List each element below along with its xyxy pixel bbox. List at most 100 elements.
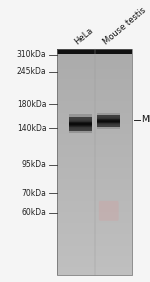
Bar [57, 144, 132, 146]
Bar [57, 164, 132, 166]
Bar [57, 211, 132, 212]
Bar [57, 188, 132, 190]
Bar [57, 207, 132, 209]
Bar [69, 118, 92, 119]
Bar [57, 202, 132, 203]
Bar [57, 263, 132, 264]
Bar [57, 203, 132, 204]
Bar [97, 117, 120, 118]
Bar [57, 256, 132, 257]
Bar [57, 234, 132, 236]
Bar [57, 204, 132, 205]
Bar [57, 105, 132, 106]
Bar [57, 134, 132, 135]
Bar [57, 61, 132, 62]
Bar [69, 125, 92, 126]
Bar [57, 166, 132, 167]
Bar [57, 147, 132, 149]
Bar [57, 251, 132, 253]
Bar [57, 81, 132, 82]
Bar [97, 113, 120, 129]
Bar [57, 113, 132, 114]
Bar [57, 90, 132, 91]
Bar [57, 76, 132, 78]
Bar [57, 123, 132, 124]
Bar [57, 199, 132, 201]
Bar [57, 231, 132, 232]
Bar [57, 171, 132, 173]
Bar [57, 190, 132, 192]
Bar [57, 124, 132, 125]
Bar [57, 258, 132, 259]
Bar [57, 119, 132, 121]
Text: HeLa: HeLa [73, 26, 95, 47]
Bar [57, 53, 132, 54]
Bar [69, 119, 92, 120]
Bar [57, 75, 132, 77]
Bar [57, 107, 132, 108]
Bar [57, 99, 132, 100]
Text: 140kDa: 140kDa [17, 124, 46, 133]
Bar [57, 72, 132, 73]
Bar [57, 128, 132, 130]
Text: 70kDa: 70kDa [22, 189, 46, 198]
Bar [57, 60, 132, 61]
Bar [69, 119, 92, 120]
Bar [57, 248, 132, 249]
Bar [69, 122, 92, 123]
Bar [57, 111, 132, 113]
Bar [57, 120, 132, 122]
Bar [57, 94, 132, 96]
Bar [57, 89, 132, 90]
Bar [57, 158, 132, 159]
Bar [69, 124, 92, 125]
Bar [57, 136, 132, 138]
Bar [57, 196, 132, 197]
Bar [57, 172, 132, 174]
Bar [57, 64, 132, 65]
Bar [57, 221, 132, 222]
Bar [57, 92, 132, 94]
Bar [57, 66, 132, 68]
Bar [97, 122, 120, 123]
Bar [57, 129, 132, 131]
Bar [57, 194, 132, 195]
Bar [57, 88, 132, 89]
Text: 180kDa: 180kDa [17, 100, 46, 109]
Bar [57, 142, 132, 143]
Bar [57, 155, 132, 157]
Bar [69, 127, 92, 128]
Bar [57, 149, 132, 150]
Bar [57, 110, 132, 112]
Bar [57, 247, 132, 248]
Bar [57, 240, 132, 241]
Bar [97, 121, 120, 122]
Bar [57, 232, 132, 233]
Bar [57, 49, 132, 54]
Bar [57, 255, 132, 256]
Bar [57, 173, 132, 175]
Bar [57, 117, 132, 118]
Bar [57, 125, 132, 126]
Bar [57, 122, 132, 123]
Bar [57, 246, 132, 247]
Bar [57, 168, 132, 169]
Bar [69, 120, 92, 121]
Bar [57, 126, 132, 127]
Bar [57, 264, 132, 265]
Bar [57, 215, 132, 217]
Bar [57, 187, 132, 188]
Bar [57, 146, 132, 148]
Bar [57, 97, 132, 98]
Bar [57, 241, 132, 243]
Bar [57, 131, 132, 132]
Bar [57, 178, 132, 179]
Bar [57, 58, 132, 60]
Bar [57, 143, 132, 144]
Bar [69, 123, 92, 124]
Bar [57, 140, 132, 141]
Bar [57, 201, 132, 202]
Bar [57, 219, 132, 220]
Bar [57, 100, 132, 102]
Bar [57, 224, 132, 226]
